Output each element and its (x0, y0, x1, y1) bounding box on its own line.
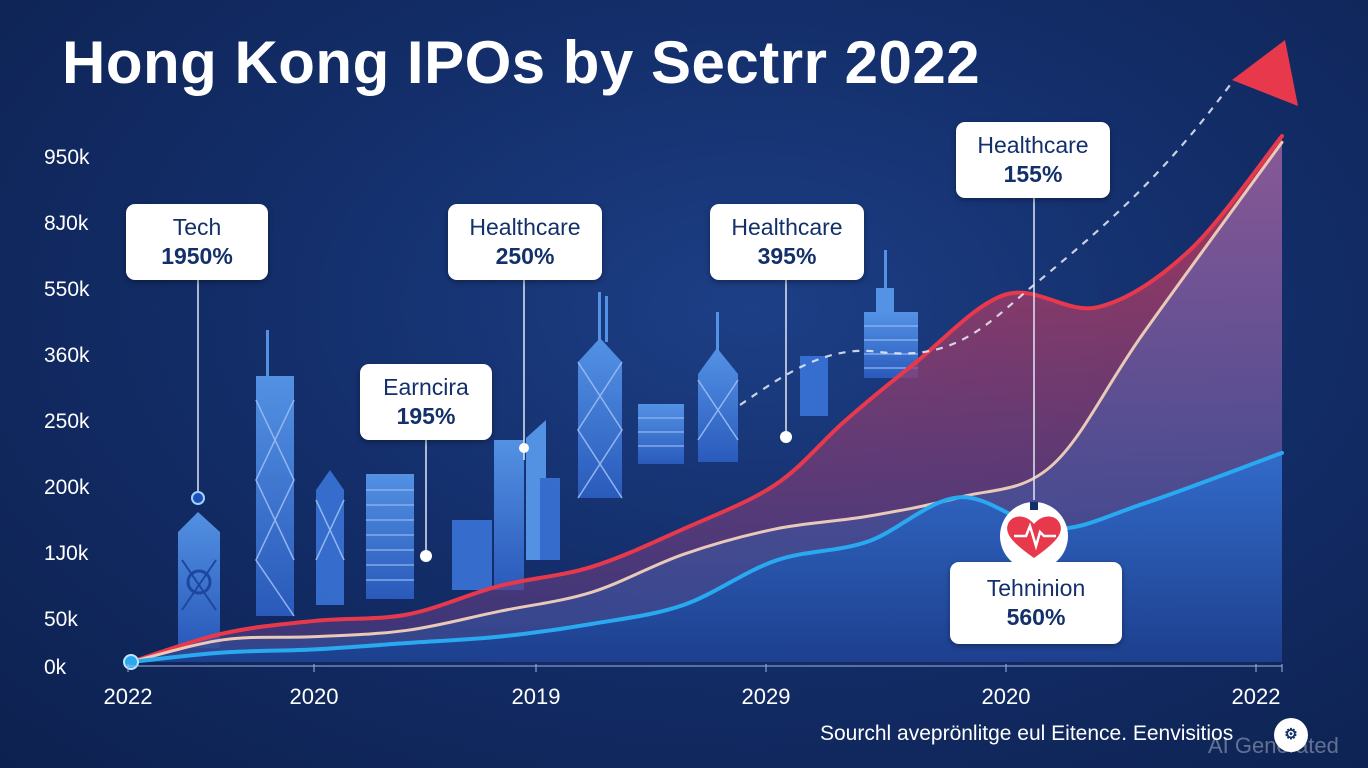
building-cluster (452, 420, 560, 590)
y-tick-label: 950k (44, 146, 90, 169)
x-tick-label: 2022 (1231, 684, 1281, 709)
series-line-red (129, 134, 1284, 664)
y-tick-label: 1J0k (44, 542, 89, 565)
callout-label: Healthcare (469, 214, 581, 240)
x-tick-label: 2019 (511, 684, 561, 709)
y-tick-label: 0k (44, 656, 67, 679)
growth-arrow-icon (1232, 40, 1298, 106)
building-block-1 (366, 474, 414, 599)
y-tick-label: 360k (44, 344, 90, 367)
y-tick-label: 8J0k (44, 212, 89, 235)
callout-label: Tehninion (986, 575, 1086, 601)
callout-earncira: Earncira 195% (360, 364, 492, 440)
marker-dot-healthcare-2 (780, 431, 792, 443)
x-tick-label: 2020 (981, 684, 1031, 709)
callout-leaders (197, 198, 1035, 556)
callout-healthcare-1: Healthcare 250% (448, 204, 602, 280)
building-block-2 (638, 404, 684, 464)
callout-value: 250% (495, 243, 555, 269)
callout-label: Tech (172, 214, 222, 240)
city-skyline-illustration (178, 250, 918, 648)
callout-label: Healthcare (977, 132, 1089, 158)
series-line-cream (129, 140, 1284, 664)
y-tick-label: 50k (44, 608, 78, 631)
building-tower-4 (697, 312, 739, 462)
x-tick-label: 2029 (741, 684, 791, 709)
callout-healthcare-3: Healthcare 155% (956, 122, 1110, 198)
x-axis-tick-marks (127, 664, 1283, 672)
dashed-trend-line (739, 84, 1231, 406)
x-tick-label: 2020 (289, 684, 339, 709)
building-bank-tower (577, 292, 623, 499)
watermark: AI Generated (1208, 733, 1339, 758)
marker-dot-earncira (420, 550, 432, 562)
callout-healthcare-2: Healthcare 395% (710, 204, 864, 280)
heart-icon (1000, 502, 1068, 570)
building-tower-1 (178, 512, 220, 648)
callout-value: 195% (396, 403, 456, 429)
source-note: Sourchl aveprönlitge eul Eitence. Eenvis… (820, 722, 1234, 745)
callout-value: 560% (1006, 604, 1066, 630)
callout-value: 155% (1003, 161, 1063, 187)
building-tower-2 (255, 330, 295, 617)
y-tick-label: 200k (44, 476, 90, 499)
marker-dot-origin (123, 654, 139, 670)
building-tower-3 (315, 470, 345, 605)
callout-tehninion: Tehninion 560% (950, 562, 1122, 644)
callout-value: 1950% (161, 243, 233, 269)
y-tick-label: 550k (44, 278, 90, 301)
callout-label: Earncira (383, 374, 469, 400)
marker-dot-tech (191, 491, 205, 505)
callout-label: Healthcare (731, 214, 843, 240)
ai-badge-icon: ⚙ (1274, 718, 1308, 752)
building-block-3 (800, 250, 918, 416)
callout-tech: Tech 1950% (126, 204, 268, 280)
y-tick-label: 250k (44, 410, 90, 433)
page-title: Hong Kong IPOs by Sectrr 2022 (62, 29, 981, 96)
marker-dot-healthcare-1 (519, 443, 529, 453)
x-tick-label: 2022 (103, 684, 153, 709)
callout-value: 395% (757, 243, 817, 269)
